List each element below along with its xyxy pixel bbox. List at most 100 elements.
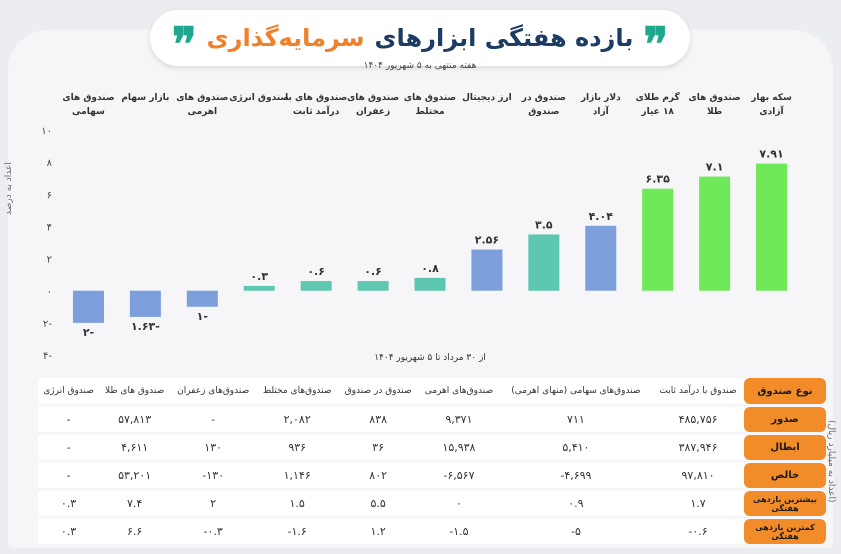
- row-label: کمترین بازدهی هفتگی: [744, 519, 826, 544]
- quote-mark-icon: ❞: [643, 17, 669, 71]
- table-cell: ۱۵,۹۳۸: [418, 435, 500, 460]
- column-header: صندوق‌های مختلط: [256, 378, 339, 404]
- bar: [528, 234, 560, 291]
- category-label: صندوق های مختلط: [404, 93, 456, 117]
- table-cell: ۰.۹: [499, 491, 653, 516]
- bar: [414, 277, 446, 291]
- y-axis-title: اعداد به درصد: [4, 162, 14, 215]
- table-cell: ۷.۴: [99, 491, 171, 516]
- bar-value-label: ۶.۳۵: [646, 173, 671, 186]
- table-cell: ۲: [170, 491, 257, 516]
- table-cell: ۳۸۷,۹۴۶: [652, 435, 744, 460]
- fund-flows-table: نوع صندوق صندوق با درآمد ثابت صندوق‌های س…: [38, 375, 826, 547]
- column-header: صندوق با درآمد ثابت: [652, 378, 744, 404]
- table-row: ابطال ۳۸۷,۹۴۶ ۵,۴۱۰ ۱۵,۹۳۸ ۳۶ ۹۳۶ ۱۳۰ ۴,۶۱۱-: [38, 435, 826, 460]
- y-tick-label: ۶: [47, 190, 52, 201]
- bar-value-label: ۰.۸: [421, 262, 439, 275]
- category-label: گرم طلای ۱۸ عیار: [636, 91, 681, 117]
- table-cell: ۱.۶-: [256, 519, 339, 544]
- page-title: بازده هفتگی ابزارهای: [374, 24, 634, 52]
- table-units-title: (اعداد به میلیارد ریال): [826, 420, 836, 503]
- bar: [129, 290, 161, 317]
- bar-value-label: ۲.۵۶: [475, 234, 499, 247]
- bar: [186, 290, 218, 307]
- bar-value-label: ۰.۳: [250, 270, 268, 283]
- bar-value-label: ۴.۰۴: [589, 210, 614, 223]
- bar: [300, 281, 332, 291]
- table-corner-label: نوع صندوق: [744, 378, 826, 404]
- table-cell: ۱.۵-: [418, 519, 500, 544]
- table-cell: ۰.۳-: [170, 519, 257, 544]
- bar: [72, 290, 104, 323]
- table-row: صدور ۴۸۵,۷۵۶ ۷۱۱ ۹,۳۷۱ ۸۳۸ ۲,۰۸۲-۵۷,۸۱۳-: [38, 407, 826, 432]
- table-cell: ۵۳,۲۰۱: [99, 463, 171, 488]
- bar-value-label: ۰.۶: [307, 265, 325, 278]
- y-tick-label: ۰: [47, 287, 52, 298]
- table-cell: ۵.۵: [338, 491, 419, 516]
- table-cell: ۴,۶۱۱: [99, 435, 171, 460]
- y-tick-label: ۱۰: [41, 126, 52, 137]
- title-banner: ❞ بازده هفتگی ابزارهای سرمایه‌گذاری ❞: [150, 10, 690, 71]
- bar: [756, 163, 788, 291]
- bar-chart: ۴- ۲- ۰ ۲ ۴ ۶ ۸ ۱۰ ۷.۹۱ سکه بهار آزادی ۷.۱ صندوق های…: [41, 91, 792, 362]
- table-cell: ۱.۷: [652, 491, 744, 516]
- category-label: صندوق در صندوق: [521, 93, 566, 117]
- bar-value-label: ۰.۶: [364, 265, 382, 278]
- category-label: صندوق های زعفران: [347, 93, 399, 117]
- y-tick-label: ۸: [47, 158, 53, 169]
- table-cell: ۱,۱۴۶: [256, 463, 339, 488]
- table-cell: ۵,۴۱۰: [499, 435, 653, 460]
- table-cell: ۲,۰۸۲: [256, 407, 339, 432]
- category-label: صندوق های اهرمی: [176, 93, 228, 117]
- table-cell: ۱.۵: [256, 491, 339, 516]
- table-cell: ۸۳۸: [338, 407, 419, 432]
- table-header-row: نوع صندوق صندوق با درآمد ثابت صندوق‌های س…: [38, 378, 826, 404]
- category-label: صندوق های سهامی: [62, 93, 114, 117]
- category-label: صندوق انرژی: [229, 93, 289, 103]
- table-cell: ۴۸۵,۷۵۶: [652, 407, 744, 432]
- row-label: ابطال: [744, 435, 826, 460]
- table-cell: ۹۳۶: [256, 435, 339, 460]
- category-label: صندوق های با درآمد ثابت: [285, 93, 347, 117]
- column-header: صندوق انرژی: [38, 378, 100, 404]
- table-row: بیشترین بازدهی هفتگی ۱.۷ ۰.۹ ۰ ۵.۵ ۱.۵ ۲ ۷.۴ ۰.۳: [38, 491, 826, 516]
- table-cell: -: [38, 407, 100, 432]
- table-cell: ۷۱۱: [499, 407, 653, 432]
- column-header: صندوق های طلا: [99, 378, 171, 404]
- category-label: صندوق های طلا: [689, 93, 741, 117]
- subtitle: هفته منتهی به ۵ شهریور ۱۴۰۴: [363, 61, 477, 71]
- category-label: دلار بازار آزاد: [580, 93, 621, 117]
- y-tick-label: ۴-: [43, 351, 52, 362]
- date-range-label: از ۳۰ مرداد تا ۵ شهریور ۱۴۰۴: [374, 353, 486, 363]
- table-cell: ۵۷,۸۱۳: [99, 407, 171, 432]
- table-cell: ۶.۶: [99, 519, 171, 544]
- bar-value-label: ۷.۹۱: [759, 148, 783, 161]
- table-row: کمترین بازدهی هفتگی ۰.۶- ۵- ۱.۵- ۱.۲ ۱.۶- ۰.۳-…: [38, 519, 826, 544]
- table-cell: ۶,۵۶۷-: [418, 463, 500, 488]
- y-tick-label: ۲: [47, 255, 52, 266]
- bar: [357, 281, 389, 291]
- bar: [471, 249, 503, 291]
- column-header: صندوق‌های سهامی (منهای اهرمی): [499, 378, 653, 404]
- row-label: بیشترین بازدهی هفتگی: [744, 491, 826, 516]
- bar: [585, 225, 617, 291]
- table-cell: ۹۷,۸۱۰: [652, 463, 744, 488]
- quote-mark-icon: ❞: [171, 17, 197, 71]
- table-row: خالص ۹۷,۸۱۰ ۴,۶۹۹- ۶,۵۶۷- ۸۰۲ ۱,۱۴۶ ۱۳۰- ۵۳,۲۰۱…: [38, 463, 826, 488]
- table-cell: -: [38, 435, 100, 460]
- table-cell: ۰.۶-: [652, 519, 744, 544]
- table-cell: ۸۰۲: [338, 463, 419, 488]
- table-cell: ۰.۳: [38, 519, 100, 544]
- bar-value-label: ۱.۶۳-: [131, 320, 160, 333]
- column-header: صندوق در صندوق: [338, 378, 419, 404]
- category-label: بازار سهام: [121, 93, 169, 103]
- table-cell: ۰: [418, 491, 500, 516]
- bar: [642, 188, 674, 291]
- table-cell: -: [38, 463, 100, 488]
- table-cell: ۱۳۰: [170, 435, 257, 460]
- table-cell: ۳۶: [338, 435, 419, 460]
- bar-value-label: ۳.۵: [535, 218, 553, 231]
- table-cell: ۴,۶۹۹-: [499, 463, 653, 488]
- row-label: صدور: [744, 407, 826, 432]
- bar: [699, 176, 731, 291]
